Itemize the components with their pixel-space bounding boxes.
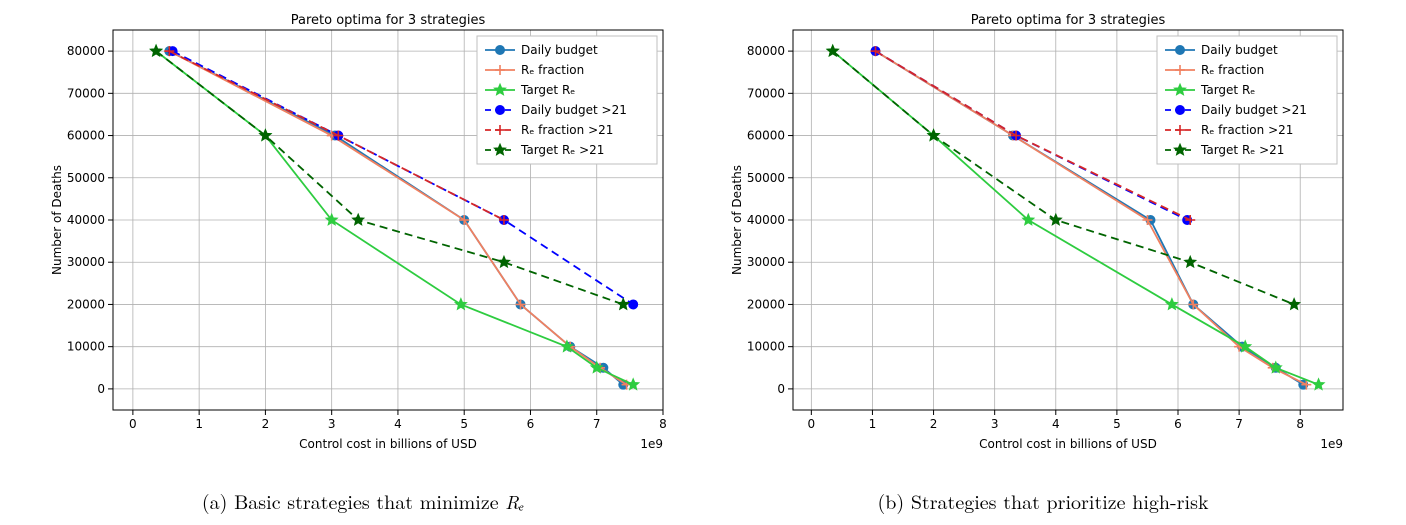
svg-text:30000: 30000 <box>67 255 105 269</box>
svg-text:4: 4 <box>394 417 402 431</box>
svg-text:Target Rₑ: Target Rₑ <box>1200 83 1255 97</box>
caption-text: Basic strategies that minimize <box>234 486 505 515</box>
svg-text:Rₑ fraction >21: Rₑ fraction >21 <box>1201 123 1293 137</box>
svg-text:6: 6 <box>527 417 535 431</box>
svg-text:5: 5 <box>460 417 468 431</box>
svg-text:Rₑ fraction: Rₑ fraction <box>521 63 584 77</box>
svg-text:1e9: 1e9 <box>1320 437 1343 451</box>
svg-text:Target Rₑ >21: Target Rₑ >21 <box>1200 143 1284 157</box>
panel-right: 0 1 2 3 4 5 6 7 8 0 10000 20000 30000 40000 50000 60000… <box>723 10 1363 515</box>
svg-text:8: 8 <box>1296 417 1304 431</box>
svg-text:7: 7 <box>593 417 601 431</box>
svg-text:40000: 40000 <box>67 213 105 227</box>
svg-text:60000: 60000 <box>747 129 785 143</box>
svg-text:1: 1 <box>869 417 877 431</box>
svg-text:3: 3 <box>991 417 999 431</box>
caption-prefix: (b) <box>877 486 910 515</box>
svg-text:7: 7 <box>1235 417 1243 431</box>
svg-text:2: 2 <box>262 417 270 431</box>
caption-text: Strategies that prioritize high-risk <box>911 486 1209 515</box>
svg-text:70000: 70000 <box>747 86 785 100</box>
svg-text:Control cost in billions of US: Control cost in billions of USD <box>979 437 1157 451</box>
svg-text:50000: 50000 <box>747 171 785 185</box>
svg-text:3: 3 <box>328 417 336 431</box>
svg-text:Control cost in billions of US: Control cost in billions of USD <box>299 437 477 451</box>
svg-text:40000: 40000 <box>747 213 785 227</box>
svg-text:0: 0 <box>129 417 137 431</box>
caption-left: (a) Basic strategies that minimize Rₑ <box>202 486 524 515</box>
svg-text:60000: 60000 <box>67 129 105 143</box>
svg-text:20000: 20000 <box>747 297 785 311</box>
svg-text:1: 1 <box>195 417 203 431</box>
caption-prefix: (a) <box>202 486 234 515</box>
svg-text:8: 8 <box>659 417 667 431</box>
svg-text:0: 0 <box>97 382 105 396</box>
svg-text:Target Rₑ >21: Target Rₑ >21 <box>520 143 604 157</box>
svg-text:Daily budget: Daily budget <box>521 43 598 57</box>
svg-text:Pareto optima for 3 strategies: Pareto optima for 3 strategies <box>291 13 486 28</box>
svg-text:Rₑ fraction >21: Rₑ fraction >21 <box>521 123 613 137</box>
svg-text:Rₑ fraction: Rₑ fraction <box>1201 63 1264 77</box>
svg-text:10000: 10000 <box>67 340 105 354</box>
svg-text:5: 5 <box>1113 417 1121 431</box>
svg-text:Daily budget: Daily budget <box>1201 43 1278 57</box>
legend: Daily budget Rₑ fraction Target Rₑ Daily bu… <box>1157 36 1337 164</box>
svg-text:70000: 70000 <box>67 86 105 100</box>
caption-ital: Rₑ <box>505 488 524 515</box>
svg-text:20000: 20000 <box>67 297 105 311</box>
svg-text:Daily budget >21: Daily budget >21 <box>521 103 627 117</box>
chart-right: 0 1 2 3 4 5 6 7 8 0 10000 20000 30000 40000 50000 60000… <box>723 10 1363 480</box>
svg-text:Daily budget >21: Daily budget >21 <box>1201 103 1307 117</box>
panel-left: 0 1 2 3 4 5 6 7 8 0 10000 20000 30000 40000 50000 60000… <box>43 10 683 515</box>
svg-text:0: 0 <box>808 417 816 431</box>
svg-text:80000: 80000 <box>747 44 785 58</box>
svg-text:2: 2 <box>930 417 938 431</box>
chart-left: 0 1 2 3 4 5 6 7 8 0 10000 20000 30000 40000 50000 60000… <box>43 10 683 480</box>
svg-text:Pareto optima for 3 strategies: Pareto optima for 3 strategies <box>971 13 1166 28</box>
caption-right: (b) Strategies that prioritize high-risk <box>877 486 1208 515</box>
svg-text:30000: 30000 <box>747 255 785 269</box>
svg-text:4: 4 <box>1052 417 1060 431</box>
svg-text:0: 0 <box>777 382 785 396</box>
svg-text:Number of Deaths: Number of Deaths <box>730 165 744 275</box>
legend: Daily budget Rₑ fraction Target Rₑ Daily bu… <box>477 36 657 164</box>
svg-text:50000: 50000 <box>67 171 105 185</box>
svg-text:Target Rₑ: Target Rₑ <box>520 83 575 97</box>
svg-text:6: 6 <box>1174 417 1182 431</box>
svg-text:10000: 10000 <box>747 340 785 354</box>
svg-text:1e9: 1e9 <box>640 437 663 451</box>
svg-text:Number of Deaths: Number of Deaths <box>50 165 64 275</box>
figure-row: 0 1 2 3 4 5 6 7 8 0 10000 20000 30000 40000 50000 60000… <box>10 10 1396 515</box>
svg-text:80000: 80000 <box>67 44 105 58</box>
